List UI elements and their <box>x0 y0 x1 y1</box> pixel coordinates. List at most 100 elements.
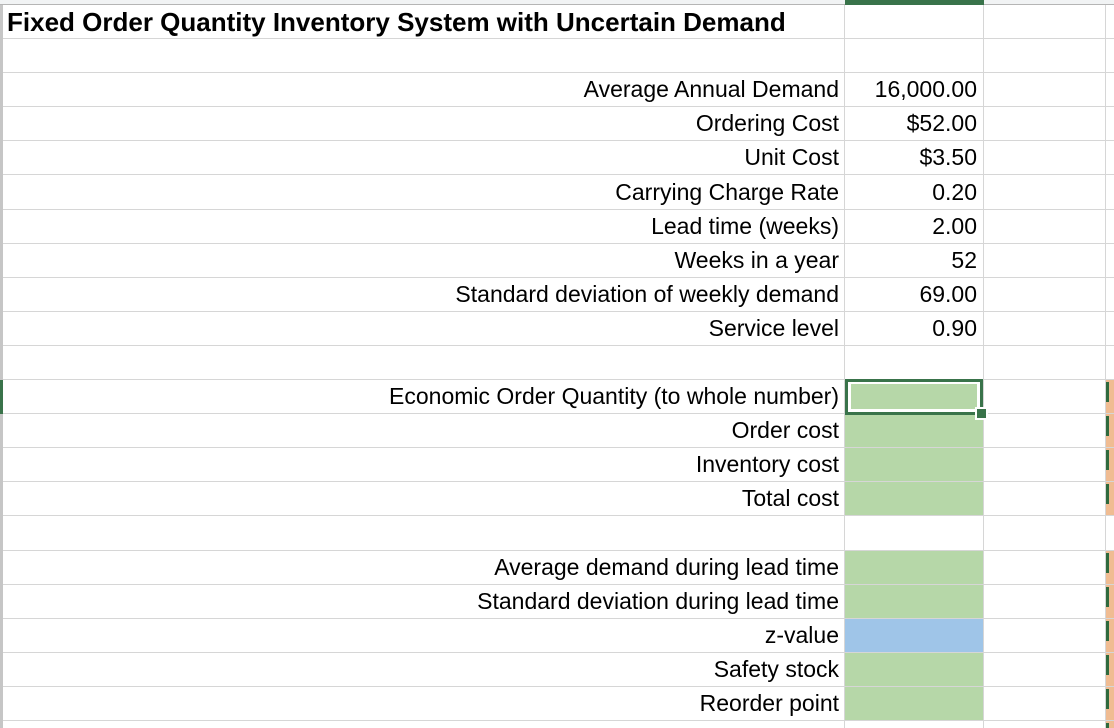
offscreen-orange-cell-sliver <box>1106 584 1114 618</box>
cell-empty[interactable] <box>984 5 1106 39</box>
fill-handle[interactable] <box>975 407 988 421</box>
row-eoq: Economic Order Quantity (to whole number… <box>0 379 1114 421</box>
cell-empty[interactable] <box>984 277 1106 311</box>
cell-answer-reorder-point[interactable] <box>845 686 984 720</box>
row-lead-time: Lead time (weeks) 2.00 <box>0 209 1114 244</box>
dashed-border-fragment <box>1106 688 1109 709</box>
cell-empty[interactable] <box>984 73 1106 107</box>
cell-answer-total-cost[interactable] <box>845 482 984 516</box>
selected-row-indicator <box>0 380 3 414</box>
cell-label-ordering-cost[interactable]: Ordering Cost <box>0 107 845 141</box>
cell-value-ordering-cost[interactable]: $52.00 <box>845 107 984 141</box>
cell-value-carrying-charge-rate[interactable]: 0.20 <box>845 175 984 209</box>
cell-empty[interactable] <box>984 584 1106 618</box>
cell-empty[interactable] <box>0 345 845 380</box>
cell-value-weeks-in-year[interactable]: 52 <box>845 243 984 277</box>
cell-answer-avg-demand-lead-time[interactable] <box>845 550 984 584</box>
cell-empty[interactable] <box>984 550 1106 584</box>
cell-empty[interactable] <box>984 345 1106 380</box>
cell-empty[interactable] <box>845 5 984 39</box>
row-weeks-in-year: Weeks in a year 52 <box>0 243 1114 278</box>
cell-answer-z-value[interactable] <box>845 618 984 652</box>
cell-empty[interactable] <box>984 141 1106 175</box>
offscreen-cell-sliver <box>1106 107 1114 140</box>
cell-empty[interactable] <box>845 39 984 73</box>
cell-label-std-dev-lead-time[interactable]: Standard deviation during lead time <box>0 584 845 618</box>
cell-value-unit-cost[interactable]: $3.50 <box>845 141 984 175</box>
cell-value-lead-time[interactable]: 2.00 <box>845 209 984 243</box>
cell-empty[interactable] <box>984 482 1106 516</box>
cell-label-order-cost[interactable]: Order cost <box>0 414 845 448</box>
cell-empty[interactable] <box>984 39 1106 73</box>
offscreen-cell-sliver <box>1106 175 1114 208</box>
cell-empty[interactable] <box>984 448 1106 482</box>
cell-empty[interactable] <box>984 652 1106 686</box>
offscreen-cell-sliver <box>1106 141 1114 174</box>
row-z-value: z-value <box>0 618 1114 653</box>
cell-empty[interactable] <box>984 209 1106 243</box>
cell-label-average-annual-demand[interactable]: Average Annual Demand <box>0 73 845 107</box>
dashed-border-fragment <box>1106 620 1109 641</box>
cell-answer-inventory-cost[interactable] <box>845 448 984 482</box>
row-total-cost: Total cost <box>0 482 1114 517</box>
cell-empty[interactable] <box>984 107 1106 141</box>
cell-empty[interactable] <box>984 618 1106 652</box>
offscreen-cell-sliver <box>1106 278 1114 311</box>
selected-column-indicator <box>845 0 984 5</box>
cell-empty[interactable] <box>984 175 1106 209</box>
selected-cell-fill <box>851 384 977 410</box>
cell-value-service-level[interactable]: 0.90 <box>845 311 984 345</box>
cell-label-weeks-in-year[interactable]: Weeks in a year <box>0 243 845 277</box>
cell-empty[interactable] <box>984 243 1106 277</box>
cell-label-unit-cost[interactable]: Unit Cost <box>0 141 845 175</box>
cell-value-std-dev-weekly-demand[interactable]: 69.00 <box>845 277 984 311</box>
cell-label-std-dev-weekly-demand[interactable]: Standard deviation of weekly demand <box>0 277 845 311</box>
offscreen-cell-sliver <box>1106 5 1114 38</box>
cell-label-service-level[interactable]: Service level <box>0 311 845 345</box>
cell-empty[interactable] <box>845 516 984 550</box>
cell-empty[interactable] <box>984 380 1106 414</box>
cell-label-z-value[interactable]: z-value <box>0 618 845 652</box>
cell-label-total-cost[interactable]: Total cost <box>0 482 845 516</box>
cell-empty[interactable] <box>984 516 1106 550</box>
row-average-annual-demand: Average Annual Demand 16,000.00 <box>0 73 1114 108</box>
offscreen-orange-cell-sliver <box>1106 482 1114 516</box>
column-header-sliver <box>0 0 1114 5</box>
cell-label-eoq[interactable]: Economic Order Quantity (to whole number… <box>0 380 845 414</box>
dashed-border-fragment <box>1106 586 1109 607</box>
cell-label-avg-demand-lead-time[interactable]: Average demand during lead time <box>0 550 845 584</box>
cell-label-lead-time[interactable]: Lead time (weeks) <box>0 209 845 243</box>
row-order-cost: Order cost <box>0 414 1114 449</box>
cell-label-reorder-point[interactable]: Reorder point <box>0 686 845 720</box>
selected-cell[interactable] <box>845 379 988 421</box>
cell-label-carrying-charge-rate[interactable]: Carrying Charge Rate <box>0 175 845 209</box>
cell-label-inventory-cost[interactable]: Inventory cost <box>0 448 845 482</box>
dashed-border-fragment <box>1106 654 1109 675</box>
cell-empty[interactable] <box>0 720 845 728</box>
cell-empty[interactable] <box>845 345 984 380</box>
title-cell[interactable]: Fixed Order Quantity Inventory System wi… <box>0 5 845 39</box>
cell-empty[interactable] <box>984 720 1106 728</box>
cell-value-average-annual-demand[interactable]: 16,000.00 <box>845 73 984 107</box>
offscreen-orange-cell-sliver <box>1106 448 1114 482</box>
cell-answer-order-cost[interactable] <box>845 414 984 448</box>
cell-empty[interactable] <box>0 516 845 550</box>
offscreen-orange-cell-sliver <box>1106 652 1114 686</box>
row-partial-bottom <box>0 720 1114 728</box>
row-std-dev-weekly-demand: Standard deviation of weekly demand 69.0… <box>0 277 1114 312</box>
dashed-border-fragment <box>1106 722 1109 728</box>
cell-empty[interactable] <box>984 686 1106 720</box>
cell-grid: Fixed Order Quantity Inventory System wi… <box>0 5 1114 728</box>
cell-empty[interactable] <box>984 311 1106 345</box>
cell-empty[interactable] <box>0 39 845 73</box>
cell-label-safety-stock[interactable]: Safety stock <box>0 652 845 686</box>
cell-answer-std-dev-lead-time[interactable] <box>845 584 984 618</box>
cell-empty[interactable] <box>845 720 984 728</box>
row-ordering-cost: Ordering Cost $52.00 <box>0 107 1114 142</box>
cell-answer-safety-stock[interactable] <box>845 652 984 686</box>
dashed-border-fragment <box>1106 382 1109 403</box>
row-inventory-cost: Inventory cost <box>0 448 1114 483</box>
dashed-border-fragment <box>1106 484 1109 505</box>
row-title: Fixed Order Quantity Inventory System wi… <box>0 5 1114 40</box>
cell-empty[interactable] <box>984 414 1106 448</box>
